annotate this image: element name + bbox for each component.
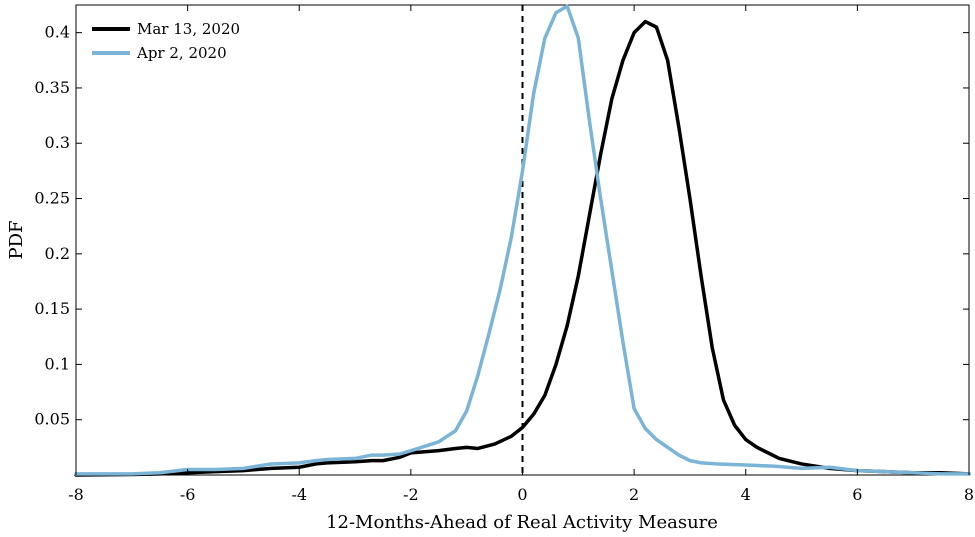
x-axis-label: 12-Months-Ahead of Real Activity Measure [326, 512, 718, 533]
legend-label-0: Mar 13, 2020 [137, 20, 240, 38]
y-axis-ticks: 0.05 0.1 0.15 0.2 0.25 0.3 0.35 0.4 [34, 23, 969, 429]
series-line-0 [74, 19, 971, 477]
series-line-1 [74, 4, 971, 476]
x-tick-label: 2 [629, 485, 639, 504]
y-tick-label: 0.05 [34, 410, 70, 429]
y-tick-label: 0.25 [34, 189, 70, 208]
y-tick-label: 0.35 [34, 78, 70, 97]
y-tick-label: 0.1 [45, 354, 70, 373]
y-tick-label: 0.15 [34, 299, 70, 318]
x-tick-label: -2 [403, 485, 419, 504]
x-tick-label: 4 [741, 485, 751, 504]
y-tick-label: 0.2 [45, 244, 70, 263]
x-tick-label: 0 [517, 485, 527, 504]
y-tick-label: 0.3 [45, 133, 70, 152]
series-layer [74, 4, 971, 477]
x-tick-label: -8 [68, 485, 84, 504]
x-tick-label: -4 [291, 485, 307, 504]
x-axis-ticks: -8 -6 -4 -2 0 2 4 6 8 [68, 5, 974, 504]
y-tick-label: 0.4 [45, 23, 70, 42]
y-axis-label: PDF [6, 220, 27, 259]
legend: Mar 13, 2020 Apr 2, 2020 [92, 20, 240, 62]
x-tick-label: 6 [852, 485, 862, 504]
x-tick-label: 8 [964, 485, 974, 504]
x-tick-label: -6 [180, 485, 196, 504]
legend-label-1: Apr 2, 2020 [136, 44, 227, 62]
